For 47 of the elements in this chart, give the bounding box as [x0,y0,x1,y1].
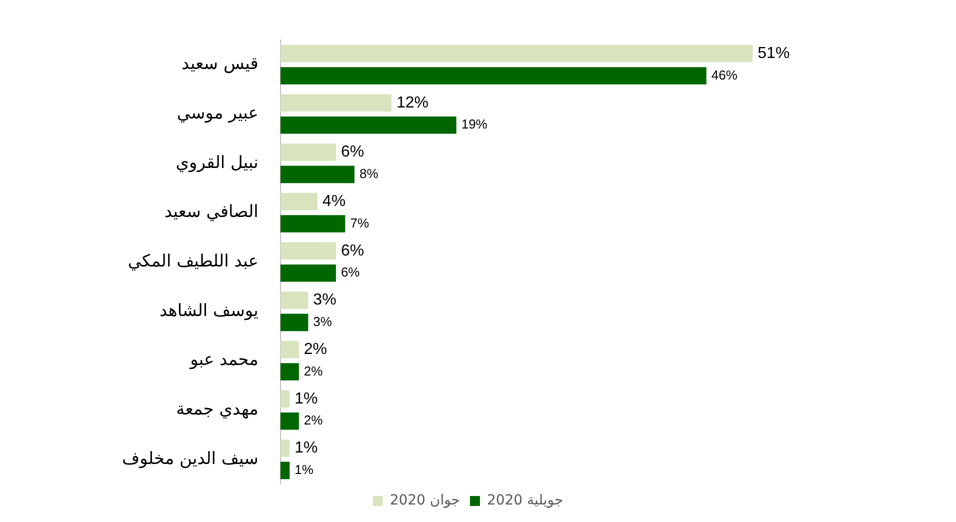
y-tick-label: محمد عبو [189,350,258,370]
data-label: 19% [461,116,488,132]
bar [280,144,336,161]
data-label: 2% [304,412,324,428]
data-label: 2% [304,363,324,378]
data-label: 1% [294,440,318,457]
data-label: 8% [359,166,379,182]
data-label: 3% [313,314,332,330]
bar [280,215,346,232]
data-label: 46% [711,67,738,82]
bar [280,264,336,282]
bar [280,363,299,380]
bar [280,242,336,260]
y-tick-label: عبير موسي [176,103,258,124]
bar [280,412,299,430]
data-label: 2% [304,340,328,358]
data-label: 1% [294,390,318,408]
bar [280,390,290,408]
legend-label: جوان 2020 [390,492,460,509]
bar [280,340,299,358]
data-label: 4% [322,192,346,210]
y-tick-label: الصافي سعيد [164,202,258,222]
y-tick-label: عبد اللطيف المكي [128,251,258,272]
data-label: 51% [758,44,790,62]
data-label: 7% [350,215,370,230]
bar [280,192,318,210]
bar [280,292,308,309]
y-tick-label: نبيل القروي [176,152,258,173]
data-label: 6% [340,242,364,260]
bar [280,462,290,480]
data-label: 12% [396,94,429,112]
bar [280,44,753,62]
data-label: 6% [340,144,364,161]
y-tick-label: سيف الدين مخلوف [122,448,258,469]
bar [280,67,706,84]
bar [280,314,308,332]
data-label: 1% [294,462,314,478]
data-label: 3% [313,292,336,309]
bar [280,94,392,112]
data-label: 6% [340,264,360,280]
bar [280,440,290,457]
bar [280,116,456,134]
legend-label: جويلية 2020 [486,492,564,509]
y-tick-label: قيس سعيد [182,54,258,74]
bar [280,166,354,184]
y-tick-label: مهدي جمعة [176,399,258,420]
y-tick-label: يوسف الشاهد [159,300,259,321]
